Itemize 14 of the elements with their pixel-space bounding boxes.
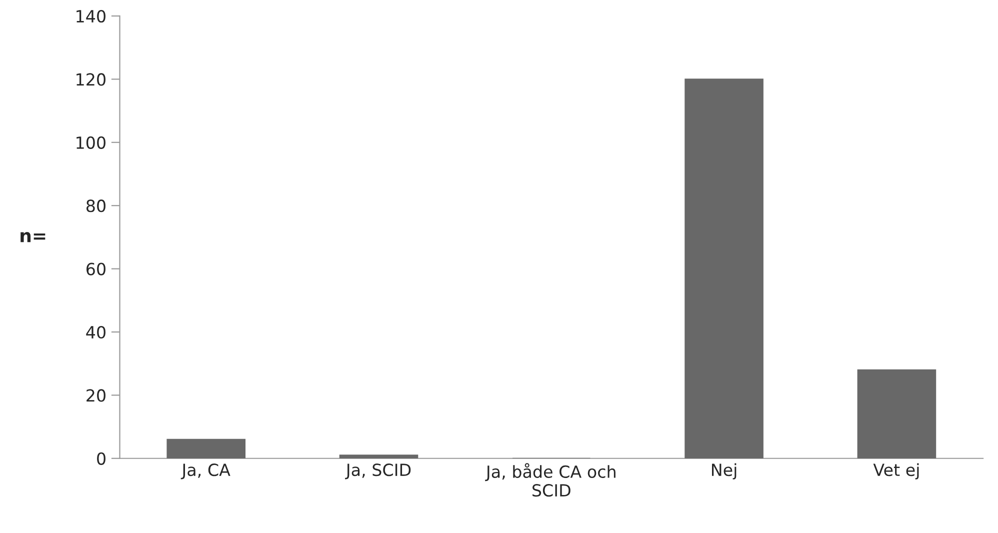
- y-tick-label: 100: [76, 136, 106, 149]
- y-tick-label: 60: [86, 262, 106, 276]
- y-tick-label: 120: [76, 73, 106, 86]
- y-axis-title: n=: [20, 232, 46, 242]
- y-tick-label: 40: [86, 326, 106, 339]
- y-tick-label: 80: [86, 200, 106, 212]
- y-tick-label: 20: [86, 389, 106, 402]
- y-tick-label: 140: [76, 10, 106, 23]
- x-tick-label: Nej: [712, 463, 736, 480]
- x-tick-label: Ja, SCID: [345, 464, 411, 480]
- y-tick-label: 0: [97, 452, 106, 465]
- x-tick-label: Ja, både CA och SCID: [485, 463, 616, 497]
- x-tick-label: Ja, CA: [180, 464, 230, 480]
- x-tick-label: Vet ej: [873, 463, 919, 480]
